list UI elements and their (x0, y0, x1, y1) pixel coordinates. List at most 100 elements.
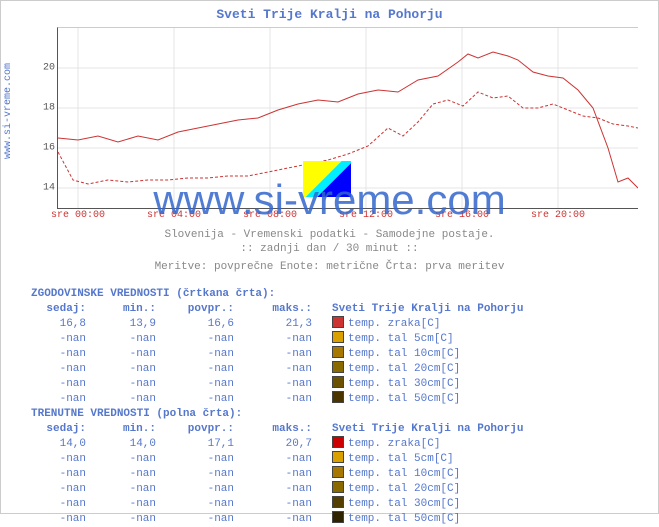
col-header: maks.: (234, 302, 312, 317)
sidebar-link[interactable]: www.si-vreme.com (3, 51, 15, 171)
cell: -nan (234, 482, 312, 497)
cell: -nan (31, 362, 86, 377)
cell: -nan (86, 452, 156, 467)
legend-swatch (332, 451, 344, 463)
cell: 13,9 (86, 317, 156, 332)
data-row: -nan-nan-nan-nantemp. tal 20cm[C] (31, 362, 523, 377)
cell: -nan (234, 362, 312, 377)
legend-item: temp. tal 30cm[C] (312, 497, 460, 512)
cell: -nan (86, 497, 156, 512)
cell: -nan (31, 377, 86, 392)
legend-label: temp. tal 20cm[C] (348, 363, 460, 375)
col-header: maks.: (234, 422, 312, 437)
legend-swatch (332, 346, 344, 358)
cell: -nan (234, 512, 312, 527)
data-row: -nan-nan-nan-nantemp. tal 5cm[C] (31, 452, 523, 467)
legend-item: temp. tal 30cm[C] (312, 377, 460, 392)
subtitle-block-2: Meritve: povprečne Enote: metrične Črta:… (1, 261, 658, 273)
current-right-title: Sveti Trije Kralji na Pohorju (312, 422, 523, 437)
cell: -nan (31, 452, 86, 467)
legend-label: temp. tal 50cm[C] (348, 393, 460, 405)
subtitle-1-line1: Slovenija - Vremenski podatki - Samodejn… (1, 229, 658, 241)
data-tables: ZGODOVINSKE VREDNOSTI (črtkana črta): sed… (31, 287, 523, 527)
legend-item: temp. tal 10cm[C] (312, 347, 460, 362)
legend-label: temp. tal 10cm[C] (348, 348, 460, 360)
data-row: -nan-nan-nan-nantemp. tal 20cm[C] (31, 482, 523, 497)
cell: -nan (234, 452, 312, 467)
legend-label: temp. tal 30cm[C] (348, 378, 460, 390)
current-cols-row: sedaj:min.:povpr.:maks.:Sveti Trije Kral… (31, 422, 523, 437)
subtitle-block-1: Slovenija - Vremenski podatki - Samodejn… (1, 229, 658, 255)
legend-item: temp. tal 5cm[C] (312, 452, 454, 467)
legend-item: temp. tal 20cm[C] (312, 482, 460, 497)
chart-title: Sveti Trije Kralji na Pohorju (1, 1, 658, 22)
cell: -nan (234, 377, 312, 392)
col-header: sedaj: (31, 422, 86, 437)
legend-label: temp. tal 30cm[C] (348, 498, 460, 510)
historical-section-header: ZGODOVINSKE VREDNOSTI (črtkana črta): (31, 288, 275, 300)
cell: -nan (31, 512, 86, 527)
cell: -nan (86, 482, 156, 497)
x-tick-label: sre 04:00 (147, 210, 201, 221)
y-tick-label: 18 (43, 103, 55, 114)
x-tick-label: sre 12:00 (339, 210, 393, 221)
legend-swatch (332, 376, 344, 388)
data-row: -nan-nan-nan-nantemp. tal 30cm[C] (31, 497, 523, 512)
cell: 21,3 (234, 317, 312, 332)
y-tick-label: 14 (43, 183, 55, 194)
cell: -nan (86, 332, 156, 347)
historical-cols-row: sedaj:min.:povpr.:maks.:Sveti Trije Kral… (31, 302, 523, 317)
cell: 14,0 (31, 437, 86, 452)
cell: -nan (156, 482, 234, 497)
legend-label: temp. tal 50cm[C] (348, 513, 460, 525)
legend-swatch (332, 511, 344, 523)
legend-item: temp. tal 50cm[C] (312, 392, 460, 407)
legend-label: temp. tal 10cm[C] (348, 468, 460, 480)
cell: -nan (31, 392, 86, 407)
legend-item: temp. tal 20cm[C] (312, 362, 460, 377)
legend-item: temp. tal 5cm[C] (312, 332, 454, 347)
legend-swatch (332, 481, 344, 493)
current-header-row: TRENUTNE VREDNOSTI (polna črta): (31, 407, 523, 422)
data-row: -nan-nan-nan-nantemp. tal 50cm[C] (31, 392, 523, 407)
legend-item: temp. tal 50cm[C] (312, 512, 460, 527)
x-tick-label: sre 16:00 (435, 210, 489, 221)
x-tick-label: sre 00:00 (51, 210, 105, 221)
cell: -nan (31, 482, 86, 497)
cell: -nan (86, 392, 156, 407)
legend-swatch (332, 316, 344, 328)
data-row: 16,813,916,621,3temp. zraka[C] (31, 317, 523, 332)
data-row: -nan-nan-nan-nantemp. tal 50cm[C] (31, 512, 523, 527)
data-row: -nan-nan-nan-nantemp. tal 10cm[C] (31, 467, 523, 482)
cell: -nan (156, 512, 234, 527)
cell: -nan (86, 347, 156, 362)
cell: -nan (156, 392, 234, 407)
data-row: -nan-nan-nan-nantemp. tal 10cm[C] (31, 347, 523, 362)
cell: -nan (234, 467, 312, 482)
cell: -nan (234, 392, 312, 407)
cell: -nan (31, 497, 86, 512)
y-tick-label: 20 (43, 63, 55, 74)
cell: -nan (156, 452, 234, 467)
legend-label: temp. zraka[C] (348, 438, 440, 450)
watermark-icon (303, 161, 351, 197)
cell: -nan (234, 332, 312, 347)
cell: -nan (156, 497, 234, 512)
col-header: povpr.: (156, 302, 234, 317)
cell: -nan (234, 497, 312, 512)
cell: -nan (86, 377, 156, 392)
x-tick-label: sre 20:00 (531, 210, 585, 221)
cell: -nan (86, 467, 156, 482)
col-header: sedaj: (31, 302, 86, 317)
cell: -nan (156, 362, 234, 377)
cell: -nan (156, 332, 234, 347)
col-header: min.: (86, 302, 156, 317)
historical-right-title: Sveti Trije Kralji na Pohorju (312, 302, 523, 317)
data-row: 14,014,017,120,7temp. zraka[C] (31, 437, 523, 452)
cell: -nan (156, 467, 234, 482)
col-header: min.: (86, 422, 156, 437)
cell: -nan (31, 332, 86, 347)
legend-swatch (332, 331, 344, 343)
current-section-header: TRENUTNE VREDNOSTI (polna črta): (31, 408, 242, 420)
historical-header-row: ZGODOVINSKE VREDNOSTI (črtkana črta): (31, 287, 523, 302)
